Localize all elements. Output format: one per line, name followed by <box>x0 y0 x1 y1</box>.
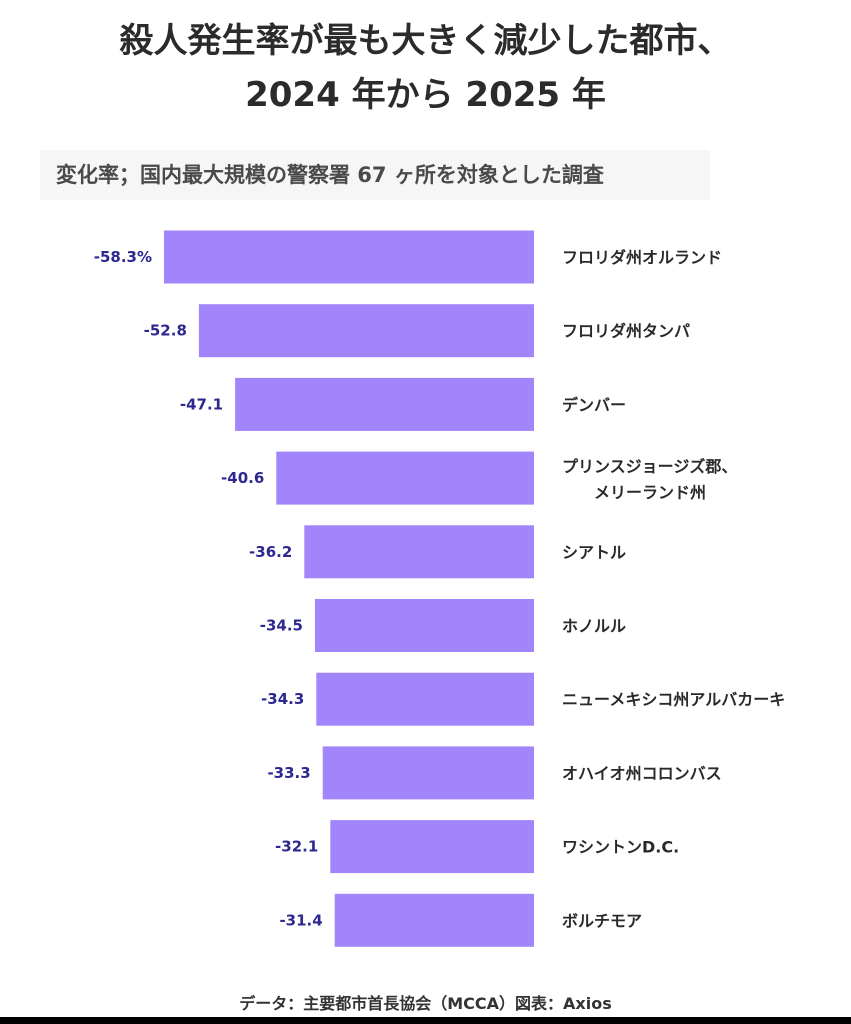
category-label: ワシントンD.C. <box>562 838 679 857</box>
value-label: -31.4 <box>279 911 322 929</box>
category-label-line: メリーランド州 <box>594 483 706 502</box>
bar <box>322 746 534 800</box>
category-label: フロリダ州オルランド <box>562 248 722 267</box>
chart-title-line-1: 殺人発生率が最も大きく減少した都市、 <box>119 21 732 61</box>
value-label: -34.3 <box>261 690 304 708</box>
bar-row: -33.3 オハイオ州コロンバス <box>267 746 722 800</box>
bar <box>315 599 534 652</box>
source-note: データ：主要都市首長協会（MCCA）図表：Axios <box>239 994 612 1013</box>
category-label: ボルチモア <box>562 911 642 930</box>
chart-subtitle: 変化率；国内最大規模の警察署 67 ヶ所を対象とした調査 <box>40 150 710 200</box>
category-label: ホノルル <box>562 617 626 636</box>
bar <box>316 672 534 726</box>
bar <box>276 451 534 505</box>
bar <box>198 304 534 358</box>
bottom-edge-bar <box>0 1017 851 1024</box>
value-label: -32.1 <box>275 838 318 856</box>
bar <box>330 820 534 874</box>
bar <box>235 377 534 431</box>
category-label-line: プリンスジョージズ郡、 <box>562 457 737 476</box>
value-label: -58.3% <box>94 248 152 266</box>
category-label: デンバー <box>562 395 626 414</box>
bar-chart: -58.3% フロリダ州オルランド-52.8 フロリダ州タンパ-47.1 デンバー-4… <box>94 230 785 947</box>
category-label: オハイオ州コロンバス <box>562 764 722 783</box>
value-label: -34.5 <box>260 617 303 635</box>
bar <box>164 230 534 284</box>
bar-row: -36.2 シアトル <box>249 525 626 579</box>
bar-row: -34.5 ホノルル <box>260 599 626 652</box>
bar-row: -58.3% フロリダ州オルランド <box>94 230 722 284</box>
bar-row: -40.6 プリンスジョージズ郡、メリーランド州 <box>221 451 737 505</box>
bar <box>304 525 534 579</box>
bar <box>334 893 534 947</box>
value-label: -47.1 <box>180 395 223 413</box>
chart-title-line-2: 2024 年から 2025 年 <box>245 75 606 115</box>
value-label: -36.2 <box>249 543 292 561</box>
category-label: ニューメキシコ州アルバカーキ <box>562 690 785 709</box>
chart-title: 殺人発生率が最も大きく減少した都市、 2024 年から 2025 年 <box>0 14 851 122</box>
value-label: -33.3 <box>267 764 310 782</box>
bar-row: -31.4 ボルチモア <box>279 893 642 947</box>
value-label: -40.6 <box>221 469 264 487</box>
value-label: -52.8 <box>144 322 187 340</box>
category-label: シアトル <box>562 543 626 562</box>
bar-row: -32.1 ワシントンD.C. <box>275 820 679 874</box>
bar-row: -52.8 フロリダ州タンパ <box>144 304 690 358</box>
category-label: プリンスジョージズ郡、メリーランド州 <box>562 457 737 502</box>
category-label: フロリダ州タンパ <box>562 322 690 341</box>
bar-row: -34.3 ニューメキシコ州アルバカーキ <box>261 672 785 726</box>
bar-row: -47.1 デンバー <box>180 377 626 431</box>
